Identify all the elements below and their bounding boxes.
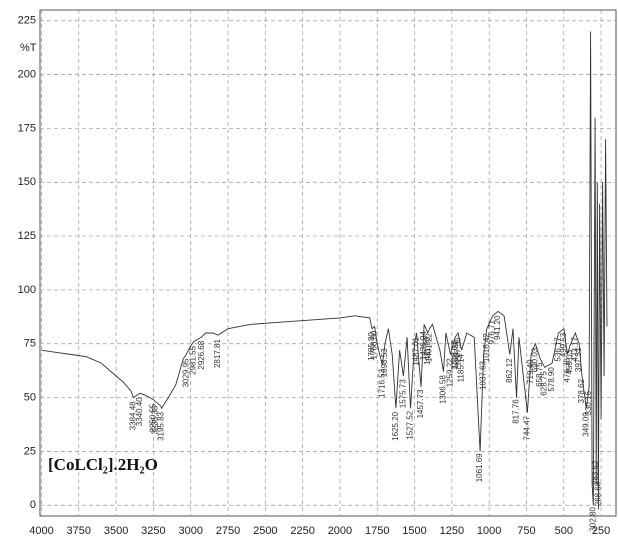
- peak-label: 1625.20: [391, 411, 400, 440]
- x-tick-label: 1250: [440, 525, 464, 537]
- peak-label: 1457.73: [416, 389, 425, 418]
- peak-label: 1436.94: [419, 331, 428, 360]
- peak-label: 1016.42: [482, 333, 491, 362]
- peak-label: 536.17: [553, 337, 562, 362]
- y-tick-label: 25: [24, 445, 36, 457]
- x-tick-label: 3500: [104, 525, 128, 537]
- peak-label: 1575.73: [398, 379, 407, 408]
- x-tick-label: 2000: [328, 525, 352, 537]
- peak-label: 3384.48: [128, 401, 137, 430]
- peak-label: 268.68: [593, 481, 602, 506]
- x-tick-label: 250: [592, 525, 610, 537]
- y-tick-label: 0: [30, 499, 36, 511]
- x-tick-label: 750: [517, 525, 535, 537]
- peak-label: 476.38: [562, 358, 571, 383]
- peak-label: 690.03: [531, 347, 540, 372]
- peak-label: 817.76: [511, 399, 520, 424]
- y-tick-label: 200: [18, 69, 36, 81]
- peak-label: 1785.80: [367, 332, 376, 361]
- x-tick-label: 1750: [365, 525, 389, 537]
- peak-label: 1411.80: [423, 336, 432, 365]
- peak-label: 3340.40: [135, 397, 144, 426]
- x-tick-label: 1000: [477, 525, 501, 537]
- peak-label: 719.40: [526, 359, 535, 384]
- sample-label: [CoLCl₂].2H₂O: [48, 455, 158, 474]
- y-tick-label: 150: [18, 176, 36, 188]
- y-tick-label: 50: [24, 391, 36, 403]
- x-tick-label: 2500: [253, 525, 277, 537]
- x-tick-label: 3750: [67, 525, 91, 537]
- peak-label: 1487.01: [412, 336, 421, 365]
- peak-label: 976.71: [488, 319, 497, 344]
- peak-label: 283.52: [591, 460, 600, 485]
- peak-label: 499.53: [559, 332, 568, 357]
- x-tick-label: 2250: [290, 525, 314, 537]
- y-axis-label: %T: [20, 42, 37, 54]
- peak-label: 1698.53: [380, 348, 389, 377]
- peak-label: 1207.36: [453, 337, 462, 366]
- x-tick-label: 2750: [216, 525, 240, 537]
- peak-label: 941.20: [493, 315, 502, 340]
- peak-label: 2926.68: [197, 340, 206, 369]
- x-tick-label: 1500: [402, 525, 426, 537]
- peak-label: 1221.57: [451, 339, 460, 368]
- y-tick-label: 75: [24, 338, 36, 350]
- y-tick-label: 225: [18, 15, 36, 27]
- y-tick-label: 100: [18, 284, 36, 296]
- peak-label: 3250.55: [148, 403, 157, 432]
- peak-label: 1037.63: [479, 361, 488, 390]
- x-tick-label: 3250: [141, 525, 165, 537]
- peak-label: 1768.60: [370, 330, 379, 359]
- plot-frame: [39, 9, 617, 517]
- x-tick-label: 3000: [178, 525, 202, 537]
- peak-label: 658.75: [535, 362, 544, 387]
- peak-label: 1306.58: [439, 375, 448, 404]
- peak-label: 423.17: [570, 336, 579, 361]
- peak-label: 378.62: [577, 378, 586, 403]
- y-tick-label: 125: [18, 230, 36, 242]
- peak-label: 1228.07: [450, 341, 459, 370]
- peak-label: 578.90: [547, 367, 556, 392]
- peak-label: 3195.83: [157, 411, 166, 440]
- peak-label: 1401.22: [424, 333, 433, 362]
- y-tick-label: 175: [18, 122, 36, 134]
- peak-label: 2981.55: [189, 345, 198, 374]
- peak-label: 349.09: [581, 412, 590, 437]
- peak-label: 302.80: [588, 507, 597, 532]
- x-tick-label: 500: [555, 525, 573, 537]
- peak-label: 1259.22: [446, 358, 455, 387]
- peak-label: 1527.52: [406, 410, 415, 439]
- x-tick-label: 4000: [29, 525, 53, 537]
- peak-label: 3235.33: [151, 405, 160, 434]
- peak-label: 862.12: [505, 358, 514, 383]
- peak-label: 628.75: [540, 371, 549, 396]
- peak-label: 1716.53: [377, 368, 386, 397]
- peak-label: 2817.81: [213, 339, 222, 368]
- peak-label: 1185.14: [457, 354, 466, 383]
- peak-label: 1061.69: [475, 453, 484, 482]
- peak-label: 744.47: [522, 415, 531, 440]
- spectrum-line: [41, 31, 608, 510]
- peak-label: 397.31: [574, 347, 583, 372]
- peak-label: 3029.95: [181, 358, 190, 387]
- peak-label: 459.03: [565, 349, 574, 374]
- peak-label: 330.16: [584, 390, 593, 415]
